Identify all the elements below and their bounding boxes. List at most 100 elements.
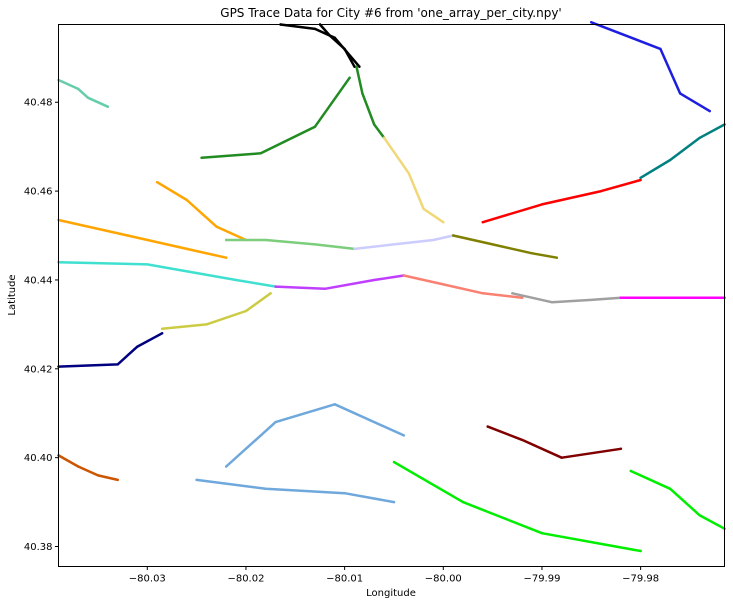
gps-point-4-3: [442, 221, 445, 224]
gps-point-2-0: [355, 65, 358, 68]
y-axis-label: Latitude: [7, 274, 18, 315]
gps-point-14-1: [442, 283, 445, 286]
y-tick-label-1: 40.40: [24, 453, 53, 464]
gps-point-15-0: [511, 292, 514, 295]
gps-point-25-3: [639, 549, 642, 553]
gps-trace-3: [200, 76, 351, 160]
gps-trace-15: [511, 292, 623, 304]
gps-point-0-3: [353, 65, 356, 68]
gps-point-8-1: [392, 243, 396, 246]
gps-point-4-1: [407, 172, 410, 175]
gps-point-23-0: [486, 425, 489, 428]
gps-point-6-2: [215, 225, 218, 228]
gps-trace-10: [481, 178, 642, 224]
gps-point-13-0: [274, 285, 277, 288]
gps-point-16-2: [698, 296, 701, 299]
gps-trace-12: [57, 260, 277, 288]
gps-point-20-3: [106, 105, 110, 108]
x-axis-ticks: −80.03 −80.02 −80.01 −80.00 −79.99 −79.98: [129, 566, 659, 585]
gps-point-24-2: [96, 474, 100, 477]
gps-point-1-2: [333, 36, 336, 39]
gps-point-16-0: [619, 296, 623, 299]
x-tick-label-3: −80.00: [425, 574, 462, 585]
gps-trace-1: [279, 23, 361, 68]
gps-point-25-1: [461, 500, 465, 504]
y-axis-ticks: 40.38 40.40 40.42 40.44 40.46 40.48: [24, 98, 59, 553]
gps-point-5-2: [185, 247, 188, 251]
gps-point-11-2: [698, 136, 701, 139]
gps-point-13-1: [323, 287, 327, 290]
gps-trace-11: [639, 123, 726, 180]
gps-point-9-1: [491, 243, 494, 246]
gps-point-21-2: [333, 403, 336, 406]
gps-point-14-2: [481, 292, 484, 295]
gps-point-12-1: [146, 263, 149, 266]
gps-point-10-1: [540, 203, 544, 206]
gps-point-1-3: [358, 65, 361, 68]
gps-point-13-2: [373, 278, 376, 282]
x-tick-label-5: −79.98: [622, 574, 659, 585]
gps-trace-22: [195, 478, 396, 504]
gps-point-21-3: [402, 434, 405, 437]
gps-trace-20: [57, 78, 110, 108]
gps-point-23-1: [521, 438, 524, 442]
gps-point-3-0: [200, 156, 203, 159]
gps-point-18-0: [160, 327, 164, 330]
gps-point-26-0: [629, 469, 632, 473]
y-tick-label-3: 40.44: [24, 275, 53, 286]
gps-trace-0: [318, 23, 356, 68]
gps-trace-14: [402, 274, 524, 299]
gps-point-18-1: [205, 323, 208, 326]
gps-point-10-3: [639, 178, 642, 182]
gps-point-14-3: [521, 296, 524, 299]
gps-point-22-3: [392, 500, 396, 504]
gps-point-9-0: [452, 234, 455, 237]
gps-point-19-0: [590, 21, 593, 24]
gps-trace-6: [155, 180, 248, 242]
x-tick-label-1: −80.02: [227, 574, 264, 585]
gps-point-1-1: [313, 27, 317, 31]
x-tick-label-2: −80.01: [326, 574, 363, 585]
gps-point-14-0: [402, 274, 405, 277]
gps-point-3-3: [348, 76, 351, 80]
gps-point-23-3: [619, 447, 623, 450]
gps-point-15-2: [590, 298, 593, 302]
gps-point-6-0: [156, 181, 159, 184]
gps-point-16-1: [659, 296, 662, 299]
gps-point-17-3: [160, 332, 164, 335]
gps-point-26-2: [698, 514, 701, 517]
gps-point-26-1: [669, 487, 672, 490]
gps-point-2-1: [361, 92, 364, 95]
gps-trace-9: [451, 234, 559, 259]
gps-point-9-2: [530, 252, 534, 255]
gps-point-19-3: [708, 109, 711, 113]
gps-point-17-1: [116, 363, 119, 366]
gps-point-4-0: [382, 136, 386, 139]
gps-trace-19: [590, 21, 711, 113]
gps-trace-5: [57, 218, 228, 259]
gps-point-4-2: [422, 207, 425, 211]
gps-point-5-3: [225, 256, 228, 259]
y-tick-label-0: 40.38: [24, 542, 53, 553]
gps-trace-2: [355, 65, 386, 140]
gps-point-3-2: [313, 125, 317, 128]
y-tick-label-4: 40.46: [24, 187, 53, 198]
gps-trace-26: [629, 469, 726, 530]
gps-point-8-0: [353, 247, 356, 251]
gps-trace-4: [382, 136, 445, 224]
gps-trace-21: [224, 403, 406, 468]
gps-point-9-3: [555, 256, 558, 259]
gps-point-22-2: [343, 492, 346, 495]
gps-point-12-2: [234, 278, 238, 282]
plot-area: [57, 21, 726, 553]
gps-point-15-1: [550, 301, 553, 304]
x-axis-label: Longitude: [366, 588, 416, 599]
plot-frame: [58, 24, 725, 567]
x-tick-label-0: −80.03: [129, 574, 166, 585]
gps-point-22-0: [195, 478, 198, 482]
gps-point-11-0: [639, 176, 642, 179]
gps-trace-7: [224, 238, 356, 251]
gps-point-22-1: [264, 487, 267, 490]
gps-point-2-2: [373, 123, 376, 126]
